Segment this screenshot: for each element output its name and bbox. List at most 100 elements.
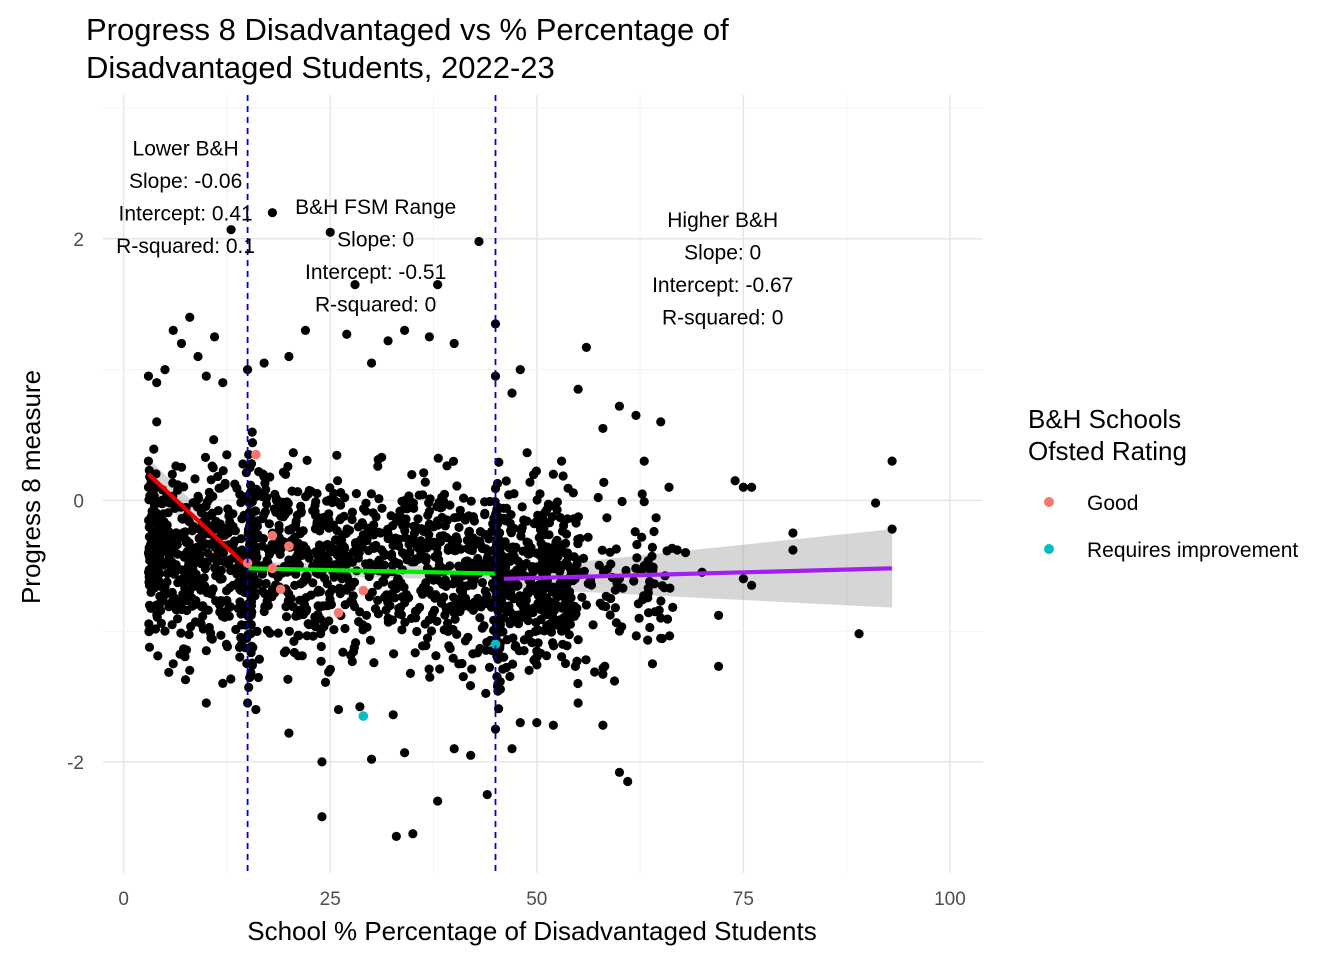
school-point (147, 561, 158, 571)
school-point (610, 585, 620, 595)
fit-lines (147, 472, 893, 581)
legend-key-good (1044, 497, 1054, 507)
school-point (209, 435, 219, 445)
school-point (290, 521, 301, 532)
school-point (647, 551, 657, 561)
school-point (656, 613, 666, 623)
annotation-2-line-3: Intercept: -0.51 (305, 261, 446, 284)
school-point (485, 496, 495, 507)
school-point (562, 591, 572, 601)
school-point (190, 474, 200, 484)
school-point (158, 535, 168, 545)
school-point (366, 754, 377, 764)
school-point (349, 601, 360, 612)
school-point (533, 638, 543, 648)
school-point (143, 456, 154, 466)
school-point (296, 501, 306, 511)
school-point (499, 613, 509, 623)
school-point (556, 456, 567, 466)
school-point (199, 573, 209, 583)
school-point (281, 612, 292, 622)
school-point (218, 378, 228, 388)
school-point (158, 582, 168, 593)
school-point (645, 622, 655, 633)
school-point (359, 504, 369, 514)
school-point (419, 468, 429, 478)
school-point (464, 528, 474, 538)
school-point (631, 631, 641, 641)
school-point (397, 625, 407, 635)
school-point (335, 537, 345, 547)
school-point (643, 593, 653, 603)
school-point (259, 471, 269, 481)
school-point (314, 540, 324, 550)
legend-title-line-2: Ofsted Rating (1028, 436, 1187, 466)
school-point (542, 651, 552, 661)
school-point (301, 575, 311, 585)
school-point (408, 829, 418, 839)
school-point (313, 609, 323, 620)
school-point (597, 545, 607, 555)
school-point (507, 744, 517, 754)
school-point (649, 526, 659, 537)
school-point (247, 427, 257, 437)
school-point (146, 587, 156, 598)
school-point (516, 559, 526, 570)
school-point (407, 470, 417, 480)
school-point (335, 556, 345, 566)
school-point (204, 511, 214, 521)
school-point (260, 478, 270, 488)
range-boundaries (246, 95, 497, 873)
school-point (344, 554, 355, 565)
school-point (329, 572, 339, 582)
school-point (244, 682, 254, 693)
school-point (301, 492, 311, 502)
school-point (394, 541, 404, 551)
annotation-3-line-1: Higher B&H (667, 209, 778, 232)
school-point (207, 634, 217, 644)
school-point (399, 325, 410, 335)
school-point (312, 517, 322, 527)
school-point (289, 636, 299, 647)
school-point (524, 629, 534, 639)
school-point (547, 501, 557, 511)
school-point (156, 618, 166, 629)
school-point (887, 456, 897, 466)
axis-ticks: 0 25 50 75 100 -2 0 2 (67, 230, 966, 910)
school-point (320, 677, 331, 688)
school-point (237, 514, 247, 524)
school-point (555, 513, 565, 523)
school-point (788, 528, 798, 538)
school-point (325, 664, 335, 675)
school-point (449, 338, 459, 349)
school-point (145, 543, 155, 553)
school-point (300, 325, 311, 335)
school-point (333, 704, 344, 715)
annotation-2-line-2: Slope: 0 (337, 229, 414, 252)
annotation-3-line-4: R-squared: 0 (662, 307, 783, 330)
school-point (518, 546, 528, 556)
school-point (388, 521, 398, 531)
school-point (208, 491, 218, 501)
fit-line-1 (147, 472, 245, 565)
school-point (614, 626, 625, 636)
school-point (517, 502, 527, 512)
school-point (572, 559, 582, 569)
school-point (309, 618, 320, 628)
school-point (222, 450, 232, 460)
school-point (598, 423, 608, 434)
school-point (237, 545, 247, 555)
school-point (235, 597, 245, 607)
school-point (473, 593, 483, 604)
school-point (200, 564, 210, 574)
school-point (656, 596, 666, 606)
bh-point-requires-improvement (358, 711, 369, 721)
school-point (512, 581, 522, 591)
school-point (466, 496, 476, 506)
school-point (347, 656, 357, 667)
school-point (443, 545, 453, 555)
school-point (152, 378, 162, 388)
x-tick-label: 100 (934, 889, 966, 910)
school-point (176, 338, 187, 349)
school-point (505, 587, 515, 597)
